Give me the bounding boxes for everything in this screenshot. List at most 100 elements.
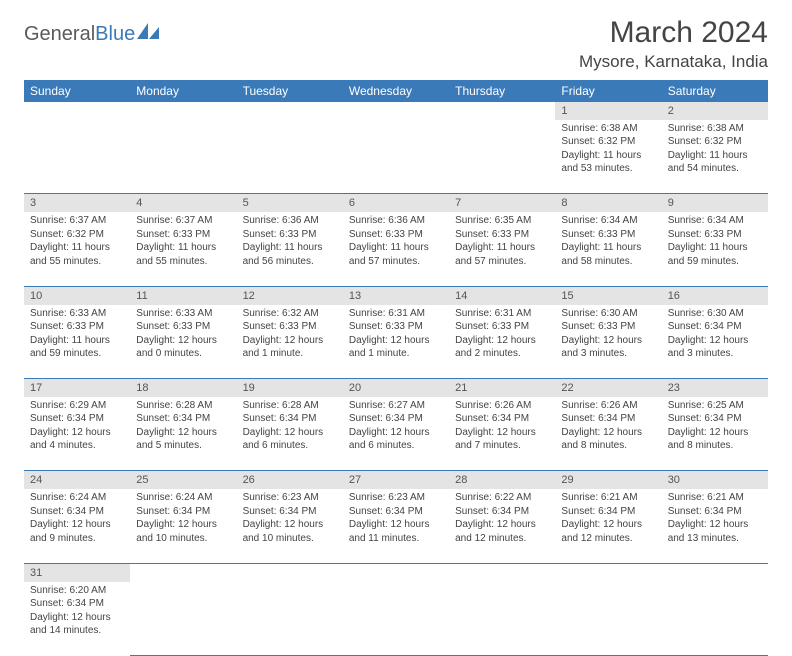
day-number-cell: 24 [24, 471, 130, 489]
sunrise-text: Sunrise: 6:33 AM [30, 307, 124, 321]
day-number-cell: 2 [662, 102, 768, 120]
day-cell: Sunrise: 6:36 AMSunset: 6:33 PMDaylight:… [237, 212, 343, 286]
daynum-row: 24252627282930 [24, 471, 768, 489]
content-row: Sunrise: 6:24 AMSunset: 6:34 PMDaylight:… [24, 489, 768, 563]
day-cell: Sunrise: 6:38 AMSunset: 6:32 PMDaylight:… [555, 120, 661, 194]
sunset-text: Sunset: 6:34 PM [243, 412, 337, 426]
day-number-cell [343, 563, 449, 581]
day-cell [237, 120, 343, 194]
sunrise-text: Sunrise: 6:30 AM [561, 307, 655, 321]
daylight-text: Daylight: 12 hours and 9 minutes. [30, 518, 124, 545]
daynum-row: 10111213141516 [24, 286, 768, 304]
daylight-text: Daylight: 12 hours and 1 minute. [349, 334, 443, 361]
day-header: Thursday [449, 80, 555, 102]
day-number-cell: 11 [130, 286, 236, 304]
day-cell: Sunrise: 6:24 AMSunset: 6:34 PMDaylight:… [130, 489, 236, 563]
day-number-cell [662, 563, 768, 581]
header: GeneralBlue March 2024 Mysore, Karnataka… [24, 18, 768, 72]
sunset-text: Sunset: 6:32 PM [30, 228, 124, 242]
day-number-cell [130, 563, 236, 581]
daylight-text: Daylight: 11 hours and 55 minutes. [30, 241, 124, 268]
sunrise-text: Sunrise: 6:32 AM [243, 307, 337, 321]
sunrise-text: Sunrise: 6:26 AM [561, 399, 655, 413]
day-number-cell: 3 [24, 194, 130, 212]
day-cell: Sunrise: 6:22 AMSunset: 6:34 PMDaylight:… [449, 489, 555, 563]
day-header: Saturday [662, 80, 768, 102]
day-cell [555, 582, 661, 656]
sunset-text: Sunset: 6:33 PM [243, 228, 337, 242]
day-cell: Sunrise: 6:35 AMSunset: 6:33 PMDaylight:… [449, 212, 555, 286]
day-cell: Sunrise: 6:33 AMSunset: 6:33 PMDaylight:… [130, 305, 236, 379]
sunrise-text: Sunrise: 6:31 AM [455, 307, 549, 321]
daylight-text: Daylight: 12 hours and 8 minutes. [668, 426, 762, 453]
day-number-cell: 15 [555, 286, 661, 304]
day-cell [130, 120, 236, 194]
day-cell: Sunrise: 6:34 AMSunset: 6:33 PMDaylight:… [662, 212, 768, 286]
sail-icon [137, 22, 159, 45]
day-number-cell: 19 [237, 379, 343, 397]
day-cell: Sunrise: 6:34 AMSunset: 6:33 PMDaylight:… [555, 212, 661, 286]
day-header: Friday [555, 80, 661, 102]
day-cell: Sunrise: 6:29 AMSunset: 6:34 PMDaylight:… [24, 397, 130, 471]
content-row: Sunrise: 6:33 AMSunset: 6:33 PMDaylight:… [24, 305, 768, 379]
day-number-cell: 12 [237, 286, 343, 304]
sunset-text: Sunset: 6:34 PM [349, 412, 443, 426]
day-number-cell [237, 102, 343, 120]
sunset-text: Sunset: 6:33 PM [136, 228, 230, 242]
daynum-row: 12 [24, 102, 768, 120]
sunset-text: Sunset: 6:33 PM [30, 320, 124, 334]
day-number-cell: 6 [343, 194, 449, 212]
daylight-text: Daylight: 12 hours and 8 minutes. [561, 426, 655, 453]
day-number-cell: 30 [662, 471, 768, 489]
day-number-cell: 29 [555, 471, 661, 489]
sunset-text: Sunset: 6:34 PM [349, 505, 443, 519]
daylight-text: Daylight: 11 hours and 53 minutes. [561, 149, 655, 176]
sunset-text: Sunset: 6:34 PM [30, 412, 124, 426]
sunset-text: Sunset: 6:34 PM [668, 412, 762, 426]
sunset-text: Sunset: 6:34 PM [455, 505, 549, 519]
day-cell [24, 120, 130, 194]
day-header: Wednesday [343, 80, 449, 102]
sunset-text: Sunset: 6:34 PM [561, 505, 655, 519]
sunset-text: Sunset: 6:34 PM [243, 505, 337, 519]
sunrise-text: Sunrise: 6:22 AM [455, 491, 549, 505]
day-cell: Sunrise: 6:32 AMSunset: 6:33 PMDaylight:… [237, 305, 343, 379]
sunset-text: Sunset: 6:32 PM [668, 135, 762, 149]
day-number-cell [449, 102, 555, 120]
daylight-text: Daylight: 12 hours and 10 minutes. [136, 518, 230, 545]
day-number-cell: 8 [555, 194, 661, 212]
content-row: Sunrise: 6:29 AMSunset: 6:34 PMDaylight:… [24, 397, 768, 471]
daynum-row: 31 [24, 563, 768, 581]
day-cell: Sunrise: 6:33 AMSunset: 6:33 PMDaylight:… [24, 305, 130, 379]
day-cell: Sunrise: 6:38 AMSunset: 6:32 PMDaylight:… [662, 120, 768, 194]
day-number-cell [449, 563, 555, 581]
daynum-row: 17181920212223 [24, 379, 768, 397]
day-number-cell: 10 [24, 286, 130, 304]
content-row: Sunrise: 6:37 AMSunset: 6:32 PMDaylight:… [24, 212, 768, 286]
daylight-text: Daylight: 12 hours and 2 minutes. [455, 334, 549, 361]
sunset-text: Sunset: 6:33 PM [455, 320, 549, 334]
day-number-cell: 23 [662, 379, 768, 397]
daylight-text: Daylight: 12 hours and 1 minute. [243, 334, 337, 361]
day-cell: Sunrise: 6:28 AMSunset: 6:34 PMDaylight:… [130, 397, 236, 471]
calendar-table: Sunday Monday Tuesday Wednesday Thursday… [24, 80, 768, 656]
day-header: Tuesday [237, 80, 343, 102]
daylight-text: Daylight: 11 hours and 58 minutes. [561, 241, 655, 268]
sunset-text: Sunset: 6:33 PM [561, 228, 655, 242]
sunrise-text: Sunrise: 6:27 AM [349, 399, 443, 413]
daylight-text: Daylight: 12 hours and 12 minutes. [455, 518, 549, 545]
day-number-cell: 18 [130, 379, 236, 397]
sunrise-text: Sunrise: 6:38 AM [668, 122, 762, 136]
content-row: Sunrise: 6:38 AMSunset: 6:32 PM Daylight:… [24, 120, 768, 194]
daylight-text: Daylight: 12 hours and 14 minutes. [30, 611, 124, 638]
daylight-text: Daylight: 12 hours and 3 minutes. [668, 334, 762, 361]
day-cell [130, 582, 236, 656]
sunrise-text: Sunrise: 6:23 AM [349, 491, 443, 505]
location: Mysore, Karnataka, India [579, 52, 768, 72]
sunrise-text: Sunrise: 6:37 AM [136, 214, 230, 228]
day-cell: Sunrise: 6:31 AMSunset: 6:33 PMDaylight:… [343, 305, 449, 379]
sunset-text: Sunset: 6:34 PM [136, 412, 230, 426]
sunrise-text: Sunrise: 6:24 AM [30, 491, 124, 505]
sunset-text: Sunset: 6:34 PM [668, 320, 762, 334]
day-cell: Sunrise: 6:31 AMSunset: 6:33 PMDaylight:… [449, 305, 555, 379]
